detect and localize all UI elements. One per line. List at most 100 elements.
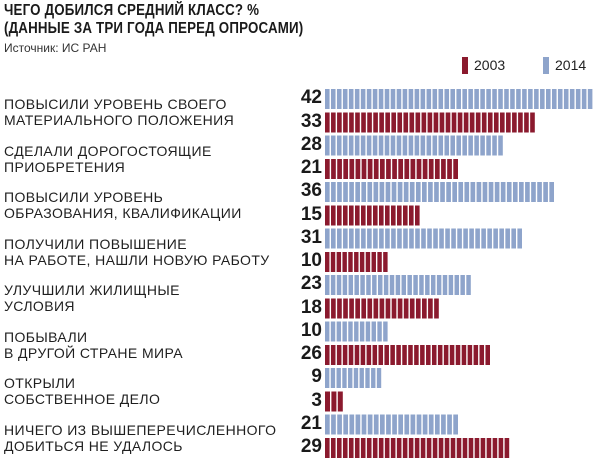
bar-segment bbox=[432, 135, 438, 156]
bar-segment bbox=[349, 228, 354, 249]
bar-segment bbox=[450, 135, 456, 156]
bar-segment bbox=[456, 89, 461, 109]
bar-segment bbox=[408, 89, 414, 109]
bar-segment bbox=[403, 298, 409, 319]
bar-segment bbox=[409, 112, 415, 133]
bar-segment bbox=[355, 159, 361, 179]
bar-segment bbox=[396, 345, 401, 365]
bar-segment bbox=[379, 112, 384, 133]
bar-segment bbox=[361, 298, 367, 319]
bar-segment bbox=[325, 252, 330, 272]
bar-segment bbox=[486, 438, 492, 458]
bar-segment bbox=[434, 159, 440, 179]
bar-segment bbox=[466, 275, 471, 295]
bar-segment bbox=[342, 438, 348, 458]
bar-2003 bbox=[325, 205, 420, 226]
value-label-2003: 15 bbox=[300, 203, 322, 225]
bar-segment bbox=[587, 89, 593, 109]
bar-segment bbox=[373, 182, 379, 202]
bar-segment bbox=[551, 89, 557, 109]
bar-segment bbox=[414, 89, 420, 109]
bar-segment bbox=[355, 298, 360, 319]
bar-segment bbox=[325, 414, 330, 435]
bar-segment bbox=[506, 112, 511, 133]
bar-segment bbox=[372, 275, 377, 295]
bar-segment bbox=[373, 159, 379, 179]
bar-segment bbox=[434, 414, 440, 435]
bar-segment bbox=[438, 438, 444, 458]
bar-segment bbox=[361, 159, 367, 179]
bar-segment bbox=[342, 135, 348, 156]
bar-segment bbox=[436, 275, 442, 295]
bar-segment bbox=[486, 135, 491, 156]
bar-segment bbox=[402, 345, 407, 365]
bar-2014 bbox=[325, 275, 471, 295]
category-label-line: ОТКРЫЛИ bbox=[4, 375, 76, 391]
bar-segment bbox=[530, 112, 535, 133]
bar-segment bbox=[469, 228, 474, 249]
bar-segment bbox=[433, 112, 439, 133]
bar-segment bbox=[439, 228, 444, 249]
bar-segment bbox=[348, 252, 353, 272]
bar-segment bbox=[365, 252, 371, 272]
bar-segment bbox=[348, 275, 354, 295]
bar-segment bbox=[355, 205, 360, 226]
category-label: НИЧЕГО ИЗ ВЫШЕПЕРЕЧИСЛЕННОГО ДОБИТЬСЯ НЕ … bbox=[4, 422, 276, 454]
bar-segment bbox=[534, 89, 539, 109]
bar-2014 bbox=[325, 182, 554, 202]
bar-segment bbox=[422, 414, 428, 435]
value-label-2003: 3 bbox=[311, 389, 322, 411]
bar-segment bbox=[343, 182, 348, 202]
bar-segment bbox=[494, 182, 500, 202]
bar-segment bbox=[379, 228, 384, 249]
bar-segment bbox=[462, 135, 467, 156]
bar-segment bbox=[348, 345, 354, 365]
bar-segment bbox=[457, 112, 463, 133]
bar-segment bbox=[408, 135, 414, 156]
bar-segment bbox=[480, 438, 486, 458]
bar-segment bbox=[427, 112, 433, 133]
bar-segment bbox=[480, 89, 485, 109]
bar-segment bbox=[506, 182, 512, 202]
bar-segment bbox=[359, 368, 364, 388]
bar-segment bbox=[463, 228, 468, 249]
bar-segment bbox=[379, 159, 385, 179]
bar-segment bbox=[330, 275, 336, 295]
category-label-line: УСЛОВИЯ bbox=[4, 298, 75, 314]
bar-segment bbox=[383, 252, 388, 272]
bar-segment bbox=[468, 89, 473, 109]
bar-segment bbox=[354, 275, 359, 295]
bar-segment bbox=[445, 228, 450, 249]
bar-segment bbox=[510, 89, 515, 109]
bar-segment bbox=[397, 112, 403, 133]
value-label-2003: 10 bbox=[300, 250, 322, 271]
bar-segment bbox=[325, 135, 330, 156]
bar-segment bbox=[456, 438, 462, 458]
bar-segment bbox=[348, 438, 354, 458]
bar-segment bbox=[404, 414, 410, 435]
chart-title: ЧЕГО ДОБИЛСЯ СРЕДНИЙ КЛАСС? % (ДАННЫЕ ЗА… bbox=[4, 2, 303, 38]
chart-source: Источник: ИС РАН bbox=[4, 41, 107, 55]
bar-segment bbox=[337, 298, 342, 319]
bar-segment bbox=[432, 438, 438, 458]
bar-segment bbox=[403, 228, 408, 249]
bar-segment bbox=[385, 298, 391, 319]
bar-segment bbox=[454, 275, 460, 295]
bar-segment bbox=[426, 135, 432, 156]
bar-segment bbox=[441, 414, 446, 435]
bar-segment bbox=[440, 182, 445, 202]
bar-segment bbox=[378, 345, 384, 365]
bar-segment bbox=[361, 182, 367, 202]
value-label-2003: 26 bbox=[300, 343, 322, 364]
bar-segment bbox=[325, 321, 330, 342]
bar-segment bbox=[428, 414, 434, 435]
bar-segment bbox=[419, 275, 424, 295]
bar-segment bbox=[498, 438, 504, 458]
category-label-line: ОБРАЗОВАНИЯ, КВАЛИФИКАЦИИ bbox=[4, 205, 242, 221]
bar-segment bbox=[371, 321, 376, 342]
category-label: ПОВЫСИЛИ УРОВЕНЬ СВОЕГО МАТЕРИАЛЬНОГО ПОЛ… bbox=[4, 96, 234, 128]
bar-segment bbox=[361, 414, 367, 435]
bar-segment bbox=[451, 228, 456, 249]
bar-segment bbox=[373, 228, 378, 249]
bar-segment bbox=[427, 228, 432, 249]
